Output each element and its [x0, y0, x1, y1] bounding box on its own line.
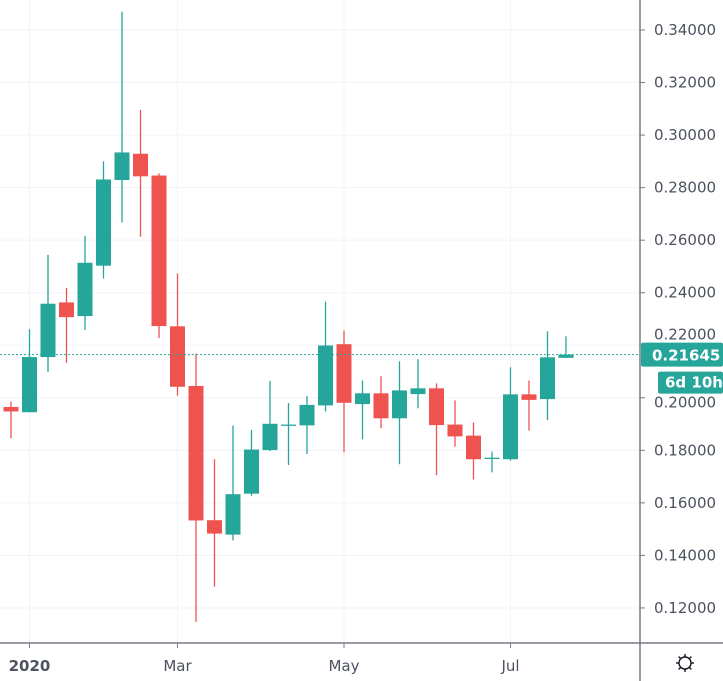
candle [133, 109, 148, 237]
candle-body [503, 394, 518, 460]
y-tick-label: 0.12000 [654, 599, 716, 617]
candle-body [133, 153, 148, 177]
candle [318, 301, 333, 412]
candle [447, 400, 463, 447]
candle [355, 380, 370, 440]
x-tick-label: Mar [163, 657, 192, 675]
candle [336, 330, 352, 453]
candle [503, 367, 518, 461]
y-tick-label: 0.22000 [654, 326, 716, 344]
candle-body [151, 175, 167, 327]
candle [114, 11, 130, 223]
candle-body [207, 520, 222, 534]
candle [188, 353, 204, 622]
y-tick-label: 0.32000 [654, 74, 716, 92]
y-tick-label: 0.26000 [654, 231, 716, 249]
candle [59, 287, 74, 363]
candle [429, 383, 444, 476]
candle-body [225, 494, 241, 535]
candle-body [410, 388, 426, 395]
last-price-box [641, 342, 723, 367]
candle [77, 235, 93, 331]
candle [151, 173, 167, 339]
y-tick-label: 0.30000 [654, 126, 716, 144]
candle-body [96, 179, 111, 266]
candle [392, 361, 407, 465]
candle-body [262, 423, 278, 451]
candle [484, 451, 500, 473]
settings-button[interactable] [676, 654, 694, 672]
countdown-label: 6d 10h [665, 374, 723, 392]
candle [262, 380, 278, 452]
gear-icon [676, 654, 694, 672]
candle-body [521, 394, 537, 400]
time-axis[interactable]: 2020 Mar May Jul [0, 642, 723, 675]
last-price-label: 0.21645 [652, 347, 720, 365]
candle-body [540, 357, 555, 400]
candle-body [558, 354, 574, 358]
candle-body [318, 345, 333, 406]
candles [3, 11, 574, 622]
candle-body [429, 388, 444, 426]
candle-body [77, 262, 93, 317]
x-tick-label: 2020 [9, 657, 51, 675]
y-tick-label: 0.24000 [654, 284, 716, 302]
candle-body [466, 435, 481, 460]
candle [3, 401, 19, 439]
candle-body [484, 457, 500, 459]
candle-body [373, 393, 389, 419]
candle [521, 380, 537, 431]
candle [466, 422, 481, 480]
candle [96, 161, 111, 279]
candle [22, 329, 37, 413]
y-tick-label: 0.34000 [654, 21, 716, 39]
x-tick-label: May [328, 657, 359, 675]
y-tick-label: 0.14000 [654, 546, 716, 564]
candle-body [447, 424, 463, 437]
y-tick-label: 0.20000 [654, 394, 716, 412]
candle-body [170, 326, 185, 387]
candle [373, 376, 389, 429]
candle [225, 425, 241, 541]
candle-body [281, 424, 296, 426]
candle [244, 429, 259, 496]
candle-body [188, 385, 204, 521]
candle-body [114, 152, 130, 181]
last-price-badge: 0.21645 6d 10h [641, 342, 723, 394]
candle [540, 331, 555, 421]
candle-body [3, 406, 19, 412]
candle-body [355, 393, 370, 405]
candle-body [40, 303, 56, 358]
candle [170, 273, 185, 396]
candle [410, 359, 426, 409]
candle [281, 403, 296, 466]
candle-body [336, 344, 352, 403]
candle [299, 396, 315, 454]
countdown-box [658, 371, 723, 394]
candle [207, 459, 222, 587]
candle-body [392, 390, 407, 419]
candle-body [22, 357, 37, 413]
y-tick-label: 0.16000 [654, 494, 716, 512]
candle-body [59, 302, 74, 318]
candle-body [299, 404, 315, 426]
y-tick-label: 0.28000 [654, 179, 716, 197]
candle [40, 254, 56, 372]
grid [0, 0, 640, 643]
candle-body [244, 449, 259, 494]
price-axis[interactable]: 0.12000 0.14000 0.16000 0.18000 0.20000 0.220… [639, 0, 716, 681]
y-tick-label: 0.18000 [654, 441, 716, 459]
x-tick-label: Jul [500, 657, 519, 675]
